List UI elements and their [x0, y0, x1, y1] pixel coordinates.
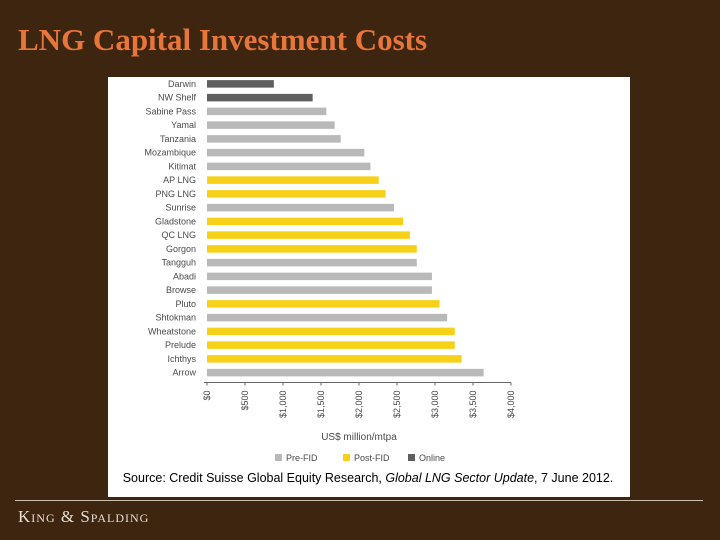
category-label: QC LNG: [161, 230, 196, 240]
slide-title: LNG Capital Investment Costs: [18, 22, 428, 57]
category-label: Yamal: [171, 120, 196, 130]
bar: [207, 245, 417, 253]
legend-label: Post-FID: [354, 453, 390, 463]
source-note-part: Source: Credit Suisse Global Equity Rese…: [123, 471, 386, 485]
x-axis-title: US$ million/mtpa: [321, 432, 397, 443]
source-note-part: , 7 June 2012.: [534, 471, 613, 485]
category-label: Sabine Pass: [145, 106, 196, 116]
bar: [207, 203, 394, 212]
category-label: Prelude: [165, 340, 196, 350]
bar: [207, 327, 455, 336]
company-logo: King & Spalding: [18, 507, 150, 526]
bar: [207, 272, 432, 281]
category-label: AP LNG: [163, 175, 196, 185]
category-label: Arrow: [172, 368, 196, 378]
x-tick-label: $500: [240, 391, 250, 411]
bar: [207, 190, 386, 198]
source-note-part: Global LNG Sector Update: [385, 471, 534, 485]
bar: [207, 217, 404, 226]
category-label: Browse: [166, 285, 196, 295]
x-tick-label: $3,000: [430, 391, 440, 419]
bar: [207, 148, 365, 157]
x-tick-label: $3,500: [468, 391, 478, 419]
bar: [207, 135, 341, 143]
legend-label: Pre-FID: [286, 453, 318, 463]
bar: [207, 231, 410, 239]
x-tick-label: $2,500: [392, 391, 402, 419]
x-tick-label: $1,000: [278, 391, 288, 419]
chart-panel: Darwin NW Shelf Sabine Pass Yamal Tanzania Mo…: [108, 77, 630, 497]
bar: [207, 80, 274, 88]
lng-cost-bar-chart: Darwin NW Shelf Sabine Pass Yamal Tanzania Mo…: [123, 79, 614, 485]
bar: [207, 300, 440, 308]
bar: [207, 107, 327, 116]
legend-swatch: [275, 454, 282, 461]
bar: [207, 176, 379, 184]
category-label: PNG LNG: [155, 189, 196, 199]
bar: [207, 355, 462, 363]
x-tick-label: $4,000: [506, 391, 516, 419]
category-label: Gladstone: [155, 216, 196, 226]
bar: [207, 121, 335, 129]
legend-label: Online: [419, 453, 445, 463]
bar: [207, 258, 417, 267]
source-note: Source: Credit Suisse Global Equity Rese…: [123, 471, 614, 485]
footer-divider: [15, 500, 703, 501]
category-label: Wheatstone: [148, 326, 196, 336]
category-label: Abadi: [173, 271, 196, 281]
bar: [207, 313, 448, 322]
category-label: Sunrise: [165, 203, 196, 213]
bar: [207, 93, 313, 102]
x-tick-label: $1,500: [316, 391, 326, 419]
legend-swatch: [408, 454, 415, 461]
category-label: Tanzania: [160, 134, 196, 144]
category-label: Shtokman: [155, 313, 196, 323]
category-label: Tangguh: [161, 258, 196, 268]
category-label: Gorgon: [166, 244, 196, 254]
bar: [207, 368, 484, 377]
category-label: NW Shelf: [158, 93, 197, 103]
category-label: Pluto: [175, 299, 196, 309]
category-label: Mozambique: [144, 148, 196, 158]
legend-swatch: [343, 454, 350, 461]
x-tick-label: $0: [202, 391, 212, 401]
x-tick-label: $2,000: [354, 391, 364, 419]
bar: [207, 286, 432, 294]
bar: [207, 162, 371, 171]
category-label: Darwin: [168, 79, 196, 89]
category-label: Ichthys: [167, 354, 196, 364]
bar: [207, 341, 455, 349]
category-label: Kitimat: [168, 161, 196, 171]
